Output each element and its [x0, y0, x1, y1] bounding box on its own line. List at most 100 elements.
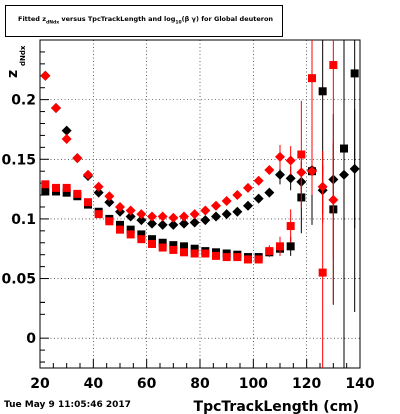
- x-axis-label: TpcTrackLength (cm): [194, 399, 359, 414]
- data-point: [222, 253, 231, 262]
- data-point: [41, 180, 50, 189]
- data-point: [264, 165, 275, 176]
- data-point: [221, 196, 232, 207]
- data-point: [84, 198, 92, 207]
- data-point: [190, 249, 199, 258]
- diamond-marker: [136, 209, 147, 220]
- x-tick-label: 80: [190, 376, 210, 392]
- diamond-marker: [285, 155, 296, 166]
- data-point: [72, 153, 83, 164]
- diamond-marker: [72, 153, 83, 164]
- diamond-marker: [349, 163, 360, 174]
- diamond-marker: [264, 187, 275, 198]
- data-point: [232, 206, 243, 217]
- x-tick-label: 20: [30, 376, 50, 392]
- data-point: [62, 183, 71, 192]
- square-marker: [148, 239, 156, 248]
- diamond-marker: [147, 211, 157, 222]
- diamond-marker: [275, 169, 285, 180]
- data-point: [254, 255, 263, 264]
- data-point: [200, 215, 211, 226]
- square-marker: [190, 249, 199, 258]
- diamond-marker: [115, 201, 125, 212]
- y-axis-label: z: [5, 70, 21, 78]
- diamond-marker: [104, 197, 115, 208]
- data-point: [296, 153, 307, 192]
- data-point: [179, 211, 189, 222]
- data-point: [157, 219, 168, 230]
- data-point: [308, 40, 316, 150]
- square-marker: [116, 220, 124, 229]
- square-marker: [244, 255, 252, 264]
- square-marker: [276, 242, 284, 251]
- x-tick-label: 120: [292, 376, 321, 392]
- diamond-marker: [253, 193, 264, 204]
- data-point: [328, 140, 339, 260]
- data-point: [243, 182, 253, 193]
- square-marker: [158, 243, 167, 252]
- square-marker: [286, 222, 295, 231]
- data-point: [125, 205, 136, 216]
- square-marker: [137, 235, 146, 244]
- y-tick-label: 0.1: [11, 212, 36, 228]
- data-point: [148, 235, 156, 244]
- data-point: [136, 215, 147, 226]
- data-point: [105, 217, 114, 226]
- data-point: [265, 245, 274, 258]
- diamond-marker: [93, 181, 104, 192]
- diamond-marker: [339, 169, 349, 180]
- data-point: [276, 236, 284, 256]
- square-marker: [158, 238, 167, 247]
- diamond-marker: [243, 182, 253, 193]
- data-point: [221, 209, 232, 220]
- title-box: Fitted zdNdx versus TpcTrackLength and l…: [5, 5, 283, 37]
- diamond-marker: [285, 173, 296, 184]
- data-point: [83, 169, 93, 180]
- square-marker: [41, 180, 50, 189]
- diamond-marker: [232, 206, 243, 217]
- data-point: [264, 187, 275, 198]
- diamond-marker: [168, 219, 179, 230]
- diamond-marker: [317, 181, 328, 192]
- data-point: [189, 209, 200, 220]
- data-point: [61, 133, 72, 144]
- diamond-marker: [136, 215, 147, 226]
- square-marker: [137, 230, 146, 239]
- title-mid: versus TpcTrackLength and log: [59, 15, 176, 23]
- diamond-marker: [296, 167, 307, 178]
- data-point: [189, 217, 200, 228]
- square-marker: [62, 188, 71, 197]
- diamond-marker: [157, 211, 168, 222]
- square-marker: [126, 225, 135, 234]
- data-point: [318, 40, 327, 175]
- square-marker: [52, 183, 60, 192]
- diamond-marker: [179, 218, 189, 229]
- data-point: [93, 181, 104, 192]
- diamond-marker: [221, 209, 232, 220]
- x-tick-label: 60: [137, 376, 157, 392]
- data-point: [201, 249, 210, 258]
- data-point: [275, 144, 285, 169]
- square-marker: [318, 268, 327, 277]
- square-marker: [222, 253, 231, 262]
- data-point: [285, 146, 296, 175]
- data-point: [126, 230, 135, 239]
- diamond-marker: [221, 196, 232, 207]
- data-point: [200, 205, 211, 216]
- title-post: (β γ) for Global deuteron: [181, 15, 274, 23]
- diamond-marker: [189, 209, 200, 220]
- y-tick-label: 0.05: [1, 272, 36, 288]
- data-point: [169, 241, 178, 250]
- data-point: [51, 102, 61, 113]
- diamond-marker: [83, 169, 93, 180]
- data-point: [180, 248, 188, 257]
- diamond-marker: [40, 70, 51, 81]
- square-marker: [73, 189, 82, 198]
- data-point: [317, 150, 328, 223]
- square-marker: [329, 61, 338, 70]
- square-marker: [254, 255, 263, 264]
- square-marker: [169, 245, 178, 254]
- data-point: [179, 218, 189, 229]
- diamond-marker: [168, 212, 179, 223]
- square-marker: [233, 253, 242, 262]
